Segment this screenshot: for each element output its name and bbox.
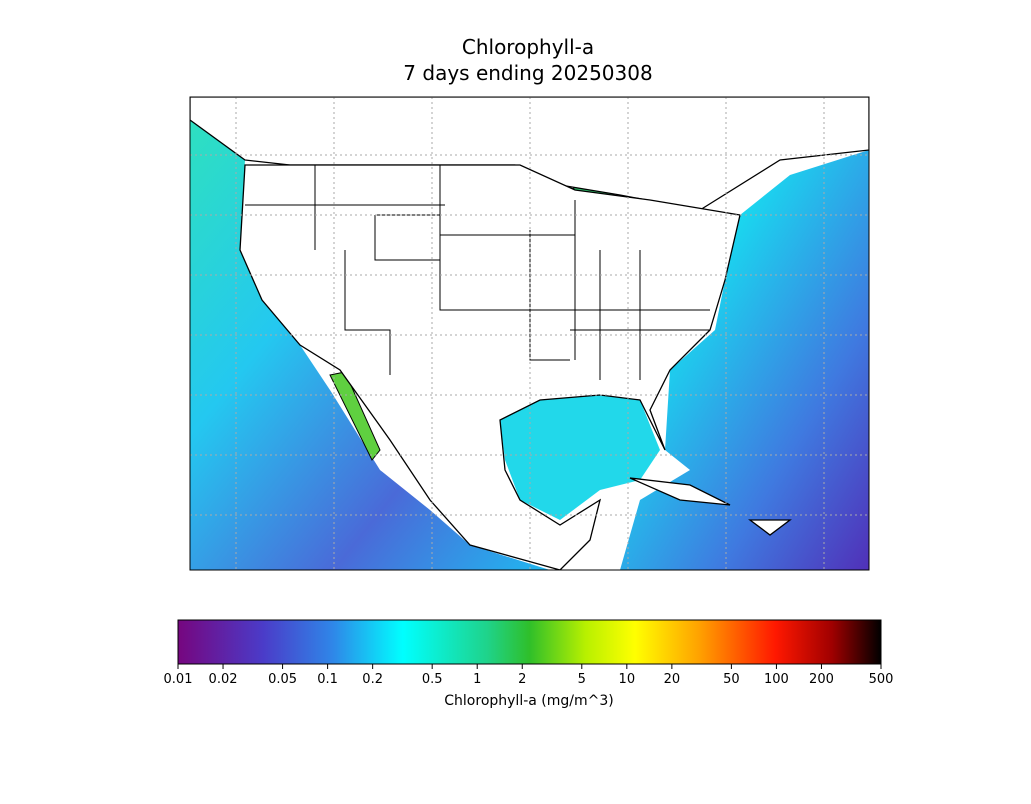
map (190, 97, 869, 570)
colorbar-label: Chlorophyll-a (mg/m^3) (444, 693, 613, 709)
gulf-of-california (329, 371, 381, 461)
tick-label: 5 (578, 672, 586, 687)
gulf-of-mexico (500, 395, 660, 520)
tick-label: 0.2 (362, 672, 383, 687)
tick-label: 100 (764, 672, 789, 687)
tick-label: 0.05 (268, 672, 297, 687)
pacific-ocean (190, 120, 550, 570)
north-america (239, 164, 741, 570)
map-frame (189, 96, 870, 571)
atlantic-ocean (620, 150, 869, 570)
state-borders (245, 165, 710, 380)
tick-label: 0.5 (422, 672, 443, 687)
tick-label: 500 (869, 672, 894, 687)
map-grid (190, 97, 869, 570)
tick-label: 200 (809, 672, 834, 687)
tick-label: 50 (723, 672, 740, 687)
colorbar: 0.01 0.02 0.05 0.1 0.2 0.5 1 2 5 10 20 50 100 200 500 (164, 619, 894, 687)
tick-label: 0.1 (317, 672, 338, 687)
island (629, 477, 792, 536)
title-line: Chlorophyll-a (462, 35, 594, 59)
tick-label: 2 (518, 672, 526, 687)
tick-label: 10 (619, 672, 636, 687)
tick-label: 0.02 (209, 672, 238, 687)
title-line: 7 days ending 20250308 (403, 61, 652, 85)
tick-label: 20 (664, 672, 681, 687)
tick-label: 0.01 (164, 672, 193, 687)
colorbar-ramp (177, 619, 882, 665)
tick-label: 1 (473, 672, 481, 687)
